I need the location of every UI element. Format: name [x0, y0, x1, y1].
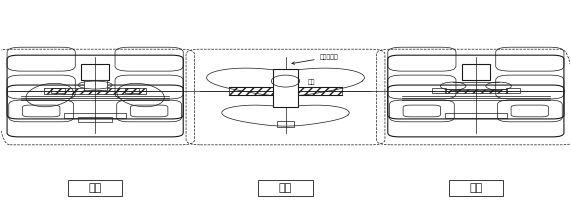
Bar [432, 88, 446, 93]
Bar [277, 121, 294, 127]
Text: 流料通道口: 流料通道口 [292, 54, 339, 64]
Bar [84, 80, 107, 90]
Bar [445, 89, 507, 93]
Bar [273, 69, 298, 107]
Bar [258, 180, 313, 196]
Bar [445, 113, 507, 118]
Text: 料腔: 料腔 [307, 79, 315, 85]
Bar [228, 87, 273, 95]
Text: 图七: 图七 [279, 183, 292, 193]
Bar [68, 180, 122, 196]
Bar [64, 113, 126, 118]
Bar [125, 88, 139, 93]
Bar [81, 64, 110, 80]
Bar [506, 88, 520, 93]
Bar [44, 88, 146, 94]
Bar [298, 87, 343, 95]
Text: 图六: 图六 [89, 183, 102, 193]
Bar [449, 180, 503, 196]
Bar [51, 88, 65, 93]
Bar [461, 64, 490, 80]
Text: 图八: 图八 [469, 183, 482, 193]
Bar [78, 117, 112, 122]
